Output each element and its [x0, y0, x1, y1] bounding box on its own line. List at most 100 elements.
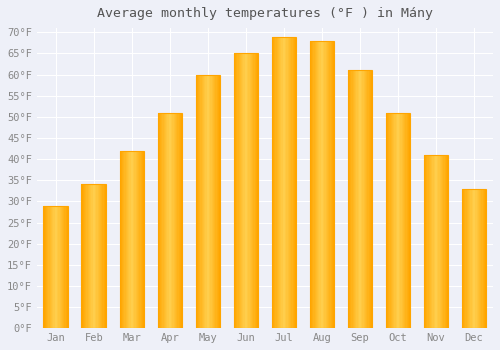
Bar [168, 113, 170, 328]
Bar [428, 155, 430, 328]
Bar [348, 70, 372, 328]
Bar [361, 70, 362, 328]
Bar [324, 41, 326, 328]
Bar [472, 189, 473, 328]
Bar [362, 70, 364, 328]
Bar [197, 75, 198, 328]
Bar [473, 189, 474, 328]
Bar [441, 155, 442, 328]
Bar [352, 70, 354, 328]
Bar [364, 70, 365, 328]
Bar [134, 150, 136, 328]
Bar [442, 155, 444, 328]
Bar [397, 113, 398, 328]
Bar [170, 113, 171, 328]
Bar [424, 155, 448, 328]
Bar [290, 36, 292, 328]
Bar [356, 70, 358, 328]
Bar [67, 205, 68, 328]
Bar [204, 75, 206, 328]
Bar [89, 184, 90, 328]
Bar [399, 113, 400, 328]
Bar [256, 54, 257, 328]
Bar [161, 113, 162, 328]
Bar [310, 41, 311, 328]
Bar [332, 41, 333, 328]
Bar [426, 155, 428, 328]
Bar [462, 189, 463, 328]
Bar [132, 150, 133, 328]
Bar [354, 70, 355, 328]
Bar [164, 113, 165, 328]
Bar [176, 113, 178, 328]
Bar [434, 155, 435, 328]
Bar [63, 205, 64, 328]
Bar [310, 41, 334, 328]
Bar [311, 41, 312, 328]
Bar [285, 36, 286, 328]
Bar [120, 150, 122, 328]
Bar [66, 205, 67, 328]
Bar [175, 113, 176, 328]
Bar [160, 113, 161, 328]
Bar [92, 184, 94, 328]
Bar [218, 75, 219, 328]
Bar [58, 205, 59, 328]
Bar [479, 189, 480, 328]
Bar [51, 205, 52, 328]
Bar [238, 54, 240, 328]
Bar [432, 155, 434, 328]
Bar [251, 54, 252, 328]
Bar [333, 41, 334, 328]
Bar [393, 113, 394, 328]
Bar [138, 150, 140, 328]
Bar [365, 70, 366, 328]
Bar [366, 70, 368, 328]
Bar [402, 113, 403, 328]
Bar [327, 41, 328, 328]
Bar [64, 205, 66, 328]
Bar [46, 205, 47, 328]
Bar [206, 75, 208, 328]
Bar [236, 54, 238, 328]
Bar [430, 155, 431, 328]
Bar [282, 36, 284, 328]
Bar [485, 189, 486, 328]
Bar [396, 113, 397, 328]
Bar [294, 36, 295, 328]
Bar [387, 113, 388, 328]
Bar [95, 184, 96, 328]
Bar [123, 150, 124, 328]
Bar [409, 113, 410, 328]
Bar [484, 189, 485, 328]
Bar [174, 113, 175, 328]
Bar [240, 54, 241, 328]
Bar [137, 150, 138, 328]
Bar [476, 189, 478, 328]
Bar [196, 75, 220, 328]
Bar [202, 75, 203, 328]
Bar [288, 36, 289, 328]
Bar [100, 184, 102, 328]
Bar [368, 70, 370, 328]
Bar [257, 54, 258, 328]
Bar [404, 113, 406, 328]
Bar [463, 189, 464, 328]
Bar [96, 184, 98, 328]
Bar [54, 205, 56, 328]
Bar [84, 184, 85, 328]
Bar [252, 54, 254, 328]
Bar [203, 75, 204, 328]
Bar [216, 75, 218, 328]
Bar [212, 75, 213, 328]
Bar [200, 75, 202, 328]
Bar [462, 189, 486, 328]
Bar [350, 70, 352, 328]
Bar [326, 41, 327, 328]
Bar [56, 205, 57, 328]
Bar [273, 36, 274, 328]
Bar [398, 113, 399, 328]
Bar [272, 36, 296, 328]
Bar [98, 184, 99, 328]
Bar [60, 205, 61, 328]
